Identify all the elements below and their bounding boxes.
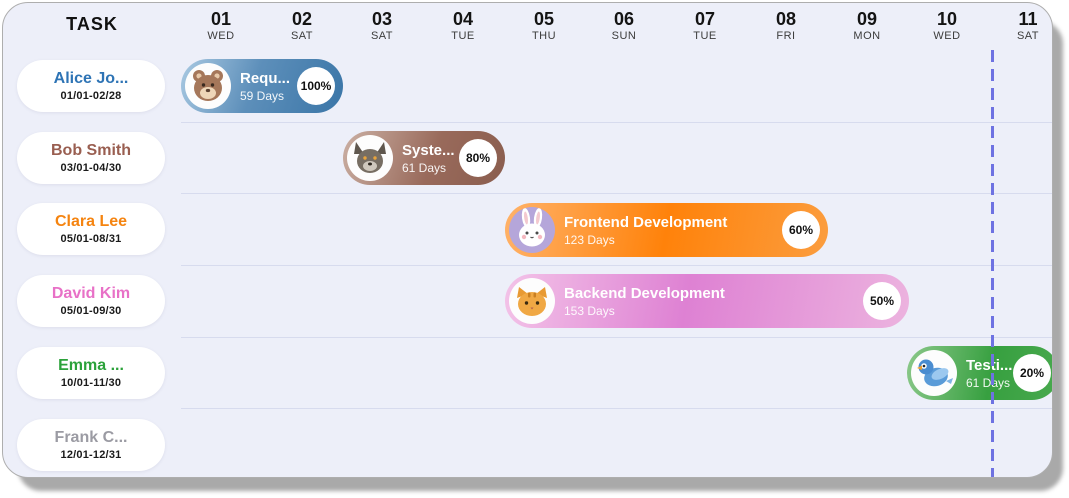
bar-title: Syste... (402, 141, 455, 159)
assignee-name: Clara Lee (54, 212, 128, 230)
row-separator (181, 193, 1052, 194)
assignee-name: David Kim (51, 284, 131, 302)
timeline-month-03: 03 SAT (370, 9, 394, 42)
row-separator (181, 337, 1052, 338)
row-separator (181, 122, 1052, 123)
row-separator (181, 265, 1052, 266)
assignee-pill-frank[interactable]: Frank C... 12/01-12/31 (17, 419, 165, 471)
rabbit-avatar-icon (509, 207, 555, 253)
bar-texts: Testi... 61 Days (966, 357, 1012, 390)
timeline-month-04: 04 TUE (451, 9, 475, 42)
bird-avatar-icon (911, 350, 957, 396)
today-marker-line (991, 50, 994, 477)
wolf-avatar-icon (347, 135, 393, 181)
gantt-bar-testing[interactable]: Testi... 61 Days 20% (907, 346, 1052, 400)
timeline-month-09: 09 MON (853, 9, 881, 42)
timeline-month-08: 08 FRI (775, 9, 797, 42)
assignee-date-range: 05/01-09/30 (60, 305, 122, 318)
assignee-date-range: 10/01-11/30 (60, 377, 122, 390)
assignee-pill-bob[interactable]: Bob Smith 03/01-04/30 (17, 132, 165, 184)
bear-avatar-icon (185, 63, 231, 109)
progress-badge: 80% (459, 139, 497, 177)
bar-title: Testi... (966, 356, 1013, 374)
timeline-month-07: 07 TUE (693, 9, 717, 42)
bar-duration: 61 Days (402, 160, 447, 175)
timeline-month-02: 02 SAT (290, 9, 314, 42)
gantt-bar-backend-development[interactable]: Backend Development 153 Days 50% (505, 274, 909, 328)
row-separator (181, 408, 1052, 409)
bar-duration: 153 Days (564, 303, 615, 318)
progress-badge: 20% (1013, 354, 1051, 392)
bar-title: Requ... (240, 69, 291, 87)
gantt-bar-system[interactable]: Syste... 61 Days 80% (343, 131, 505, 185)
assignee-pill-emma[interactable]: Emma ... 10/01-11/30 (17, 347, 165, 399)
bar-duration: 123 Days (564, 232, 615, 247)
timeline-month-01: 01 WED (207, 9, 235, 42)
timeline-month-10: 10 WED (933, 9, 961, 42)
assignee-pill-alice[interactable]: Alice Jo... 01/01-02/28 (17, 60, 165, 112)
bar-title: Frontend Development (564, 213, 728, 231)
bar-duration: 61 Days (966, 375, 1011, 390)
assignee-date-range: 05/01-08/31 (60, 233, 122, 246)
assignee-name: Frank C... (54, 428, 128, 446)
cat-avatar-icon (509, 278, 555, 324)
bar-texts: Syste... 61 Days (402, 142, 455, 175)
bar-texts: Frontend Development 123 Days (564, 214, 727, 247)
progress-badge: 60% (782, 211, 820, 249)
assignee-date-range: 01/01-02/28 (60, 90, 122, 103)
bar-title: Backend Development (564, 284, 725, 302)
bar-texts: Requ... 59 Days (240, 70, 290, 103)
assignee-name: Bob Smith (51, 141, 131, 159)
timeline-month-11: 11 SAT (1016, 9, 1040, 42)
assignee-date-range: 12/01-12/31 (60, 449, 122, 462)
gantt-bar-requirements[interactable]: Requ... 59 Days 100% (181, 59, 343, 113)
assignee-name: Alice Jo... (53, 69, 129, 87)
timeline-month-05: 05 THU (531, 9, 557, 42)
bar-texts: Backend Development 153 Days (564, 285, 725, 318)
assignee-date-range: 03/01-04/30 (60, 162, 122, 175)
assignee-name: Emma ... (58, 356, 124, 374)
assignee-pill-clara[interactable]: Clara Lee 05/01-08/31 (17, 203, 165, 255)
gantt-bar-frontend-development[interactable]: Frontend Development 123 Days 60% (505, 203, 828, 257)
task-column-header: TASK (66, 14, 118, 34)
bar-duration: 59 Days (240, 88, 285, 103)
progress-badge: 100% (297, 67, 335, 105)
gantt-chart-card: TASK 01 WED 02 SAT 03 SAT 04 TUE 05 THU … (2, 2, 1053, 478)
timeline-month-06: 06 SUN (611, 9, 637, 42)
assignee-pill-david[interactable]: David Kim 05/01-09/30 (17, 275, 165, 327)
progress-badge: 50% (863, 282, 901, 320)
